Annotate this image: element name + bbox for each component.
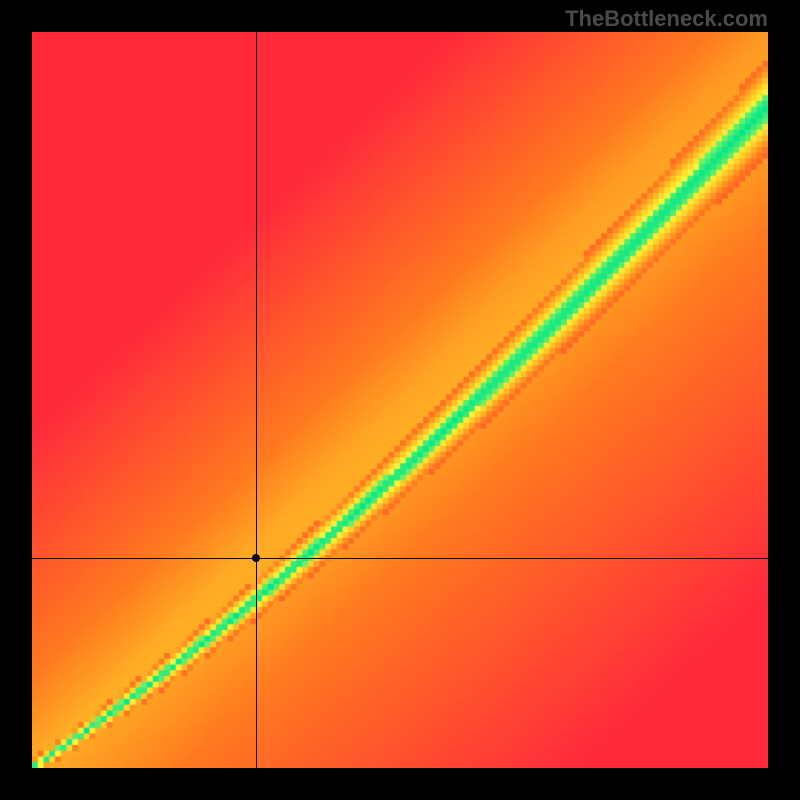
heatmap-canvas	[32, 32, 768, 768]
watermark-text: TheBottleneck.com	[565, 6, 768, 32]
heatmap-plot	[32, 32, 768, 768]
crosshair-vertical	[256, 32, 257, 768]
crosshair-horizontal	[32, 558, 768, 559]
crosshair-marker-dot	[252, 554, 260, 562]
